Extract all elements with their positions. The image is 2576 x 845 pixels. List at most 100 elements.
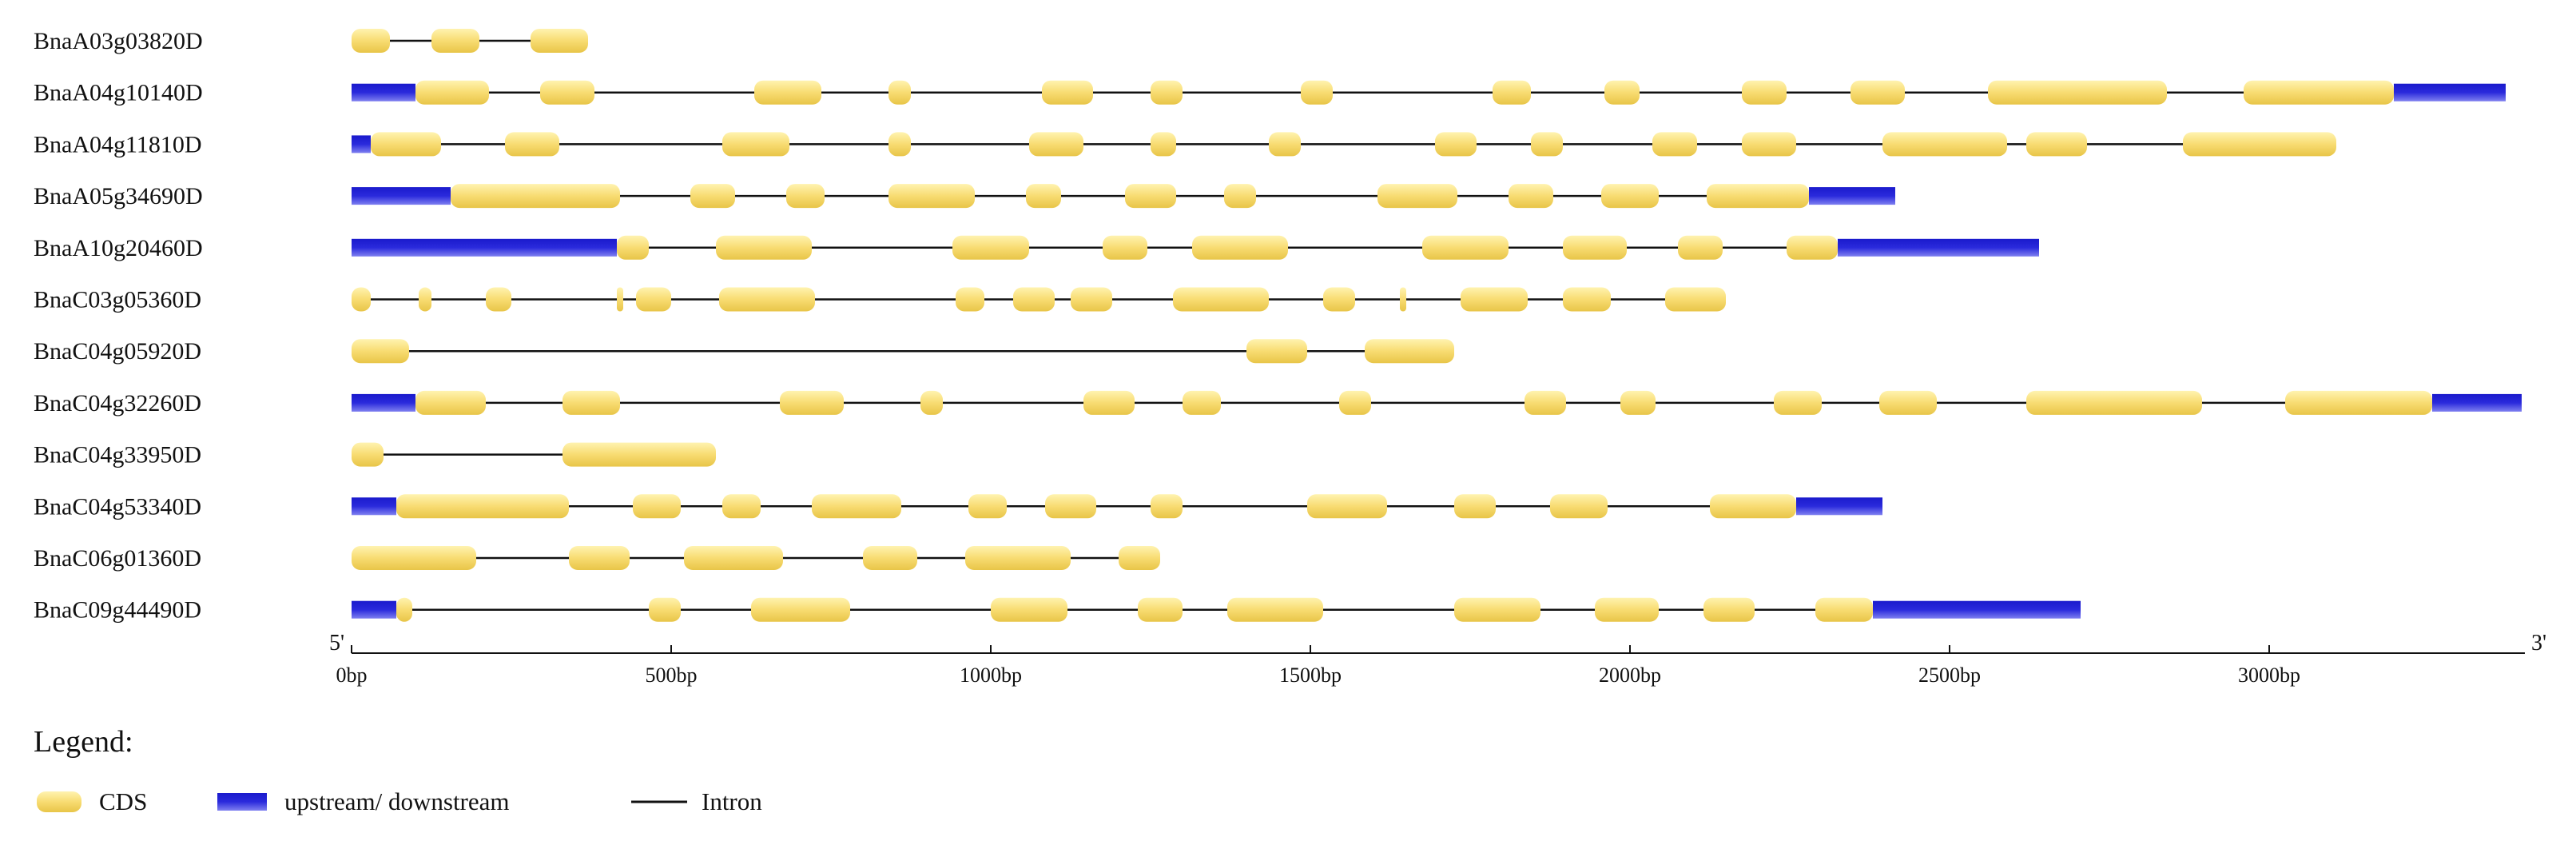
cds-exon — [569, 546, 630, 570]
cds-exon — [786, 184, 825, 209]
cds-exon — [1227, 597, 1323, 622]
cds-exon — [812, 494, 901, 519]
cds-exon — [1103, 235, 1147, 260]
cds-exon — [371, 132, 441, 157]
cds-exon — [888, 80, 911, 105]
downstream-region — [1809, 187, 1895, 205]
cds-exon — [751, 597, 850, 622]
cds-exon — [1742, 132, 1796, 157]
cds-exon — [1601, 184, 1659, 209]
cds-exon — [396, 597, 412, 622]
gene-name: BnaA10g20460D — [34, 235, 203, 261]
cds-exon — [352, 29, 390, 53]
cds-exon — [1509, 184, 1553, 209]
cds-exon — [1742, 80, 1787, 105]
cds-exon — [1269, 132, 1301, 157]
gene-row: BnaC09g44490D — [34, 597, 2081, 624]
cds-exon — [1531, 132, 1563, 157]
cds-exon — [1183, 390, 1221, 415]
cds-exon — [1083, 390, 1135, 415]
five-prime-label: 5' — [329, 631, 344, 656]
cds-exon — [719, 287, 815, 312]
cds-exon — [1454, 494, 1496, 519]
cds-exon — [684, 546, 783, 570]
cds-exon — [1400, 287, 1406, 312]
cds-exon — [1815, 597, 1873, 622]
cds-exon — [1787, 235, 1838, 260]
cds-exon — [952, 235, 1029, 260]
cds-exon — [722, 132, 789, 157]
cds-exon — [1301, 80, 1333, 105]
cds-exon — [1013, 287, 1055, 312]
cds-exon — [2183, 132, 2336, 157]
gene-name: BnaC06g01360D — [34, 545, 201, 572]
gene-name: BnaA05g34690D — [34, 183, 203, 209]
gene-row: BnaC04g05920D — [34, 338, 1454, 365]
cds-exon — [1665, 287, 1726, 312]
cds-exon — [690, 184, 735, 209]
gene-row: BnaC04g32260D — [34, 390, 2522, 417]
cds-exon — [1151, 132, 1176, 157]
axis-tick-label: 0bp — [336, 664, 368, 687]
legend-utr-label: upstream/ downstream — [284, 787, 510, 815]
upstream-region — [352, 600, 396, 619]
gene-name: BnaA04g11810D — [34, 131, 202, 157]
cds-exon — [1604, 80, 1640, 105]
cds-exon — [1563, 235, 1627, 260]
upstream-region — [352, 135, 371, 153]
cds-exon — [1224, 184, 1256, 209]
cds-exon — [920, 390, 943, 415]
cds-exon — [1595, 597, 1659, 622]
axis-tick-label: 2500bp — [1918, 664, 1981, 687]
cds-exon — [1151, 80, 1183, 105]
cds-exon — [505, 132, 559, 157]
axis-tick-label: 3000bp — [2238, 664, 2300, 687]
cds-exon — [415, 390, 486, 415]
cds-exon — [415, 80, 489, 105]
cds-exon — [486, 287, 511, 312]
gene-row: BnaA04g10140D — [34, 80, 2506, 106]
downstream-region — [2394, 83, 2506, 102]
legend: Legend: CDS upstream/ downstream Intron — [34, 725, 762, 815]
cds-exon — [563, 390, 620, 415]
cds-exon — [1246, 339, 1307, 364]
cds-exon — [1525, 390, 1566, 415]
cds-exon — [1461, 287, 1528, 312]
gene-row: BnaA04g11810D — [34, 131, 2336, 157]
cds-exon — [1422, 235, 1509, 260]
gene-name: BnaC09g44490D — [34, 597, 201, 624]
cds-exon — [2244, 80, 2394, 105]
cds-exon — [2026, 132, 2087, 157]
cds-exon — [352, 287, 371, 312]
cds-exon — [1339, 390, 1371, 415]
axis-tick-label: 1500bp — [1279, 664, 1342, 687]
upstream-region — [352, 238, 617, 257]
cds-exon — [451, 184, 620, 209]
gene-name: BnaC04g05920D — [34, 338, 201, 365]
cds-exon — [888, 184, 975, 209]
cds-exon — [1377, 184, 1457, 209]
upstream-region — [352, 393, 415, 412]
gene-row: BnaC04g33950D — [34, 442, 716, 468]
cds-exon — [754, 80, 821, 105]
downstream-region — [1838, 238, 2039, 257]
cds-exon — [968, 494, 1007, 519]
cds-exon — [1125, 184, 1176, 209]
downstream-region — [1796, 497, 1882, 516]
cds-exon — [2285, 390, 2432, 415]
cds-exon — [531, 29, 588, 53]
cds-exon — [352, 339, 409, 364]
cds-exon — [1707, 184, 1809, 209]
cds-exon — [1119, 546, 1160, 570]
cds-exon — [888, 132, 911, 157]
cds-exon — [991, 597, 1067, 622]
bp-axis: 5' 3' 0bp 500bp 1000bp 1500bp 2000bp 2500bp 30… — [329, 631, 2546, 687]
gene-row: BnaA10g20460D — [34, 235, 2039, 261]
cds-exon — [1045, 494, 1096, 519]
three-prime-label: 3' — [2531, 631, 2546, 656]
cds-exon — [419, 287, 431, 312]
cds-exon — [1620, 390, 1656, 415]
cds-exon — [1851, 80, 1905, 105]
cds-exon — [396, 494, 569, 519]
